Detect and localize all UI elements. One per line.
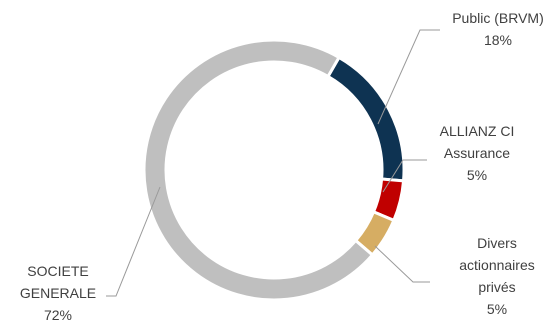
data-label-public-brvm: Public (BRVM) 18% <box>452 10 544 48</box>
leader-line-divers-actionnaires-prives <box>374 245 430 283</box>
data-label-divers-actionnaires-prives: Divers actionnaires privés 5% <box>459 235 535 317</box>
leader-line-allianz-ci-assurance <box>382 159 427 193</box>
leader-line-societe-generale <box>106 186 161 297</box>
leader-line-public-brvm <box>377 29 440 125</box>
data-label-societe-generale: SOCIETE GENERALE 72% <box>20 263 96 323</box>
slice-societe-generale <box>142 38 375 302</box>
slice-public-brvm <box>325 55 406 183</box>
data-label-allianz-ci-assurance: ALLIANZ CI Assurance 5% <box>440 123 515 183</box>
